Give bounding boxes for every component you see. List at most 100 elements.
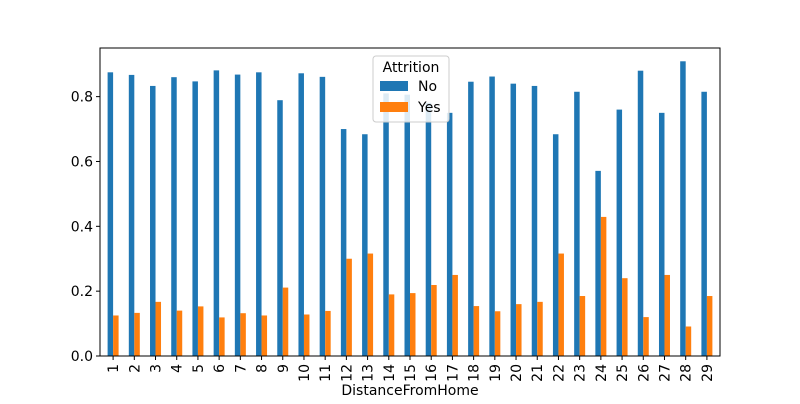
x-tick-label: 29 (700, 364, 716, 382)
legend-title: Attrition (383, 60, 440, 76)
legend-label-no: No (418, 79, 437, 95)
x-tick-label: 16 (424, 364, 440, 382)
bar-yes-28 (685, 326, 692, 356)
bar-yes-16 (431, 284, 437, 356)
bar-no-15 (404, 94, 410, 357)
bar-yes-22 (558, 253, 564, 356)
y-tick-label: 0.8 (71, 90, 93, 106)
x-axis: 1 2 3 4 5 6 7 8 9 10 11 12 13 14 15 16 17 18 19 20 21 22 23 24 2… (106, 356, 716, 382)
x-tick-label: 9 (276, 364, 292, 373)
y-tick-label: 0.6 (71, 154, 93, 170)
bar-yes-1 (113, 315, 119, 356)
bar-no-26 (637, 70, 644, 357)
bar-no-23 (574, 91, 580, 356)
y-tick-label: 0.4 (71, 219, 93, 235)
bar-no-19 (489, 76, 495, 357)
x-tick-label: 6 (212, 364, 228, 373)
bar-no-2 (128, 74, 135, 356)
bar-no-25 (616, 109, 623, 356)
bar-no-11 (319, 76, 326, 356)
bar-no-29 (701, 91, 707, 356)
x-tick-label: 15 (403, 364, 419, 382)
bar-no-12 (340, 129, 347, 356)
bar-yes-24 (600, 216, 607, 356)
bar-yes-5 (197, 306, 204, 356)
bar-no-6 (213, 70, 220, 356)
bar-yes-21 (537, 301, 543, 356)
x-tick-label: 27 (657, 364, 673, 382)
bar-yes-6 (219, 317, 225, 356)
x-tick-label: 2 (127, 364, 143, 373)
x-tick-label: 25 (615, 364, 631, 382)
x-tick-label: 12 (339, 364, 355, 382)
bar-yes-8 (261, 315, 268, 356)
bar-no-7 (234, 74, 241, 356)
bar-no-1 (107, 72, 114, 356)
y-axis: 0.0 0.2 0.4 0.6 0.8 (71, 90, 100, 365)
bar-yes-23 (579, 296, 586, 356)
bar-no-13 (362, 134, 368, 356)
bar-yes-18 (473, 306, 480, 356)
bars-layer (107, 61, 713, 357)
bar-no-10 (298, 73, 304, 356)
bar-yes-7 (240, 313, 246, 356)
bar-yes-26 (643, 317, 649, 356)
x-tick-label: 28 (679, 364, 695, 382)
bar-yes-10 (303, 314, 310, 356)
x-tick-label: 21 (530, 364, 546, 382)
bar-no-17 (446, 112, 453, 356)
bar-no-22 (552, 134, 559, 356)
x-tick-label: 13 (361, 364, 377, 382)
legend-label-yes: Yes (417, 100, 441, 116)
legend: Attrition No Yes (372, 55, 450, 123)
x-tick-label: 18 (467, 364, 483, 382)
bar-no-21 (531, 85, 538, 357)
x-tick-label: 11 (318, 364, 334, 382)
x-tick-label: 20 (509, 364, 525, 382)
legend-swatch-no (380, 81, 408, 91)
bar-yes-12 (346, 258, 352, 356)
plot-frame (99, 47, 721, 357)
x-tick-label: 19 (488, 364, 504, 382)
bar-yes-20 (516, 304, 522, 356)
bar-no-18 (468, 81, 474, 356)
x-tick-label: 4 (170, 364, 186, 373)
x-tick-label: 23 (573, 364, 589, 382)
bar-yes-11 (325, 310, 331, 356)
x-tick-label: 14 (382, 364, 398, 382)
bar-yes-9 (282, 287, 289, 356)
bar-no-20 (510, 83, 517, 357)
bar-no-16 (425, 102, 432, 356)
bar-no-28 (680, 61, 686, 356)
x-tick-label: 3 (149, 364, 165, 373)
x-tick-label: 5 (191, 364, 207, 373)
bar-no-9 (277, 100, 283, 356)
bar-yes-2 (134, 312, 140, 356)
x-tick-label: 17 (445, 364, 461, 382)
bar-yes-14 (388, 294, 395, 356)
bar-no-4 (171, 77, 177, 356)
y-tick-label: 0.0 (71, 349, 93, 365)
bar-yes-4 (176, 310, 183, 356)
bar-yes-27 (664, 274, 670, 356)
x-tick-label: 22 (551, 364, 567, 382)
bar-yes-19 (494, 311, 501, 356)
x-tick-label: 1 (106, 364, 122, 373)
x-axis-label: DistanceFromHome (341, 383, 478, 399)
x-tick-label: 24 (594, 364, 610, 382)
bar-yes-13 (367, 253, 374, 356)
bar-yes-29 (706, 296, 713, 356)
x-tick-label: 26 (636, 364, 652, 382)
bar-no-27 (658, 112, 665, 356)
x-tick-label: 7 (233, 364, 249, 373)
bar-yes-17 (452, 274, 458, 356)
bar-yes-3 (155, 301, 162, 356)
bar-yes-15 (410, 293, 416, 356)
y-tick-label: 0.2 (71, 284, 93, 300)
bar-no-24 (595, 170, 601, 356)
x-tick-label: 8 (255, 364, 271, 373)
bar-yes-25 (622, 278, 628, 356)
legend-swatch-yes (380, 102, 408, 112)
